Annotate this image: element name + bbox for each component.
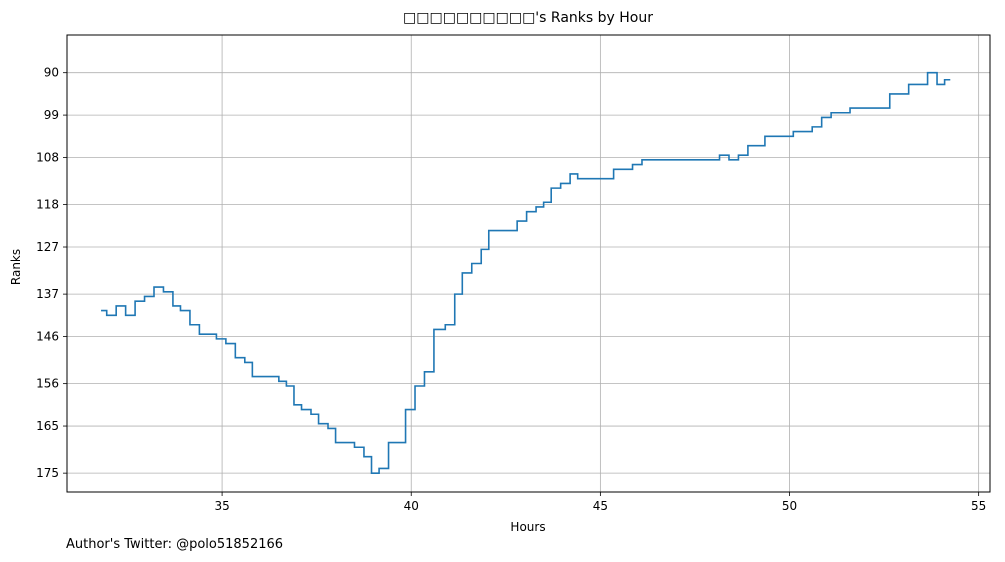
plot-frame xyxy=(66,34,991,493)
y-tick-label: 156 xyxy=(36,377,59,391)
y-axis-label: Ranks xyxy=(9,249,23,285)
x-tick-label: 40 xyxy=(404,499,419,513)
x-axis-label: Hours xyxy=(510,520,545,534)
author-credit: Author's Twitter: @polo51852166 xyxy=(66,537,284,552)
x-tick-label: 55 xyxy=(971,499,986,513)
x-tick-label: 45 xyxy=(593,499,608,513)
tick-layer: 35 40 45 50 55 90 99 108 118 127 137 146 156 165 175 xyxy=(36,66,986,513)
y-tick-label: 146 xyxy=(36,330,59,344)
series-layer xyxy=(101,71,951,474)
y-tick-label: 165 xyxy=(36,419,59,433)
y-tick-label: 90 xyxy=(44,66,59,80)
x-tick-label: 50 xyxy=(782,499,797,513)
rank-series-line xyxy=(101,71,951,474)
y-tick-label: 118 xyxy=(36,198,59,212)
grid-lines xyxy=(67,35,990,492)
chart-title: □□□□□□□□□□'s Ranks by Hour xyxy=(403,10,653,26)
y-tick-label: 175 xyxy=(36,466,59,480)
y-tick-label: 127 xyxy=(36,240,59,254)
y-tick-label: 99 xyxy=(44,108,59,122)
x-tick-label: 35 xyxy=(214,499,229,513)
y-tick-label: 137 xyxy=(36,287,59,301)
y-tick-label: 108 xyxy=(36,150,59,164)
